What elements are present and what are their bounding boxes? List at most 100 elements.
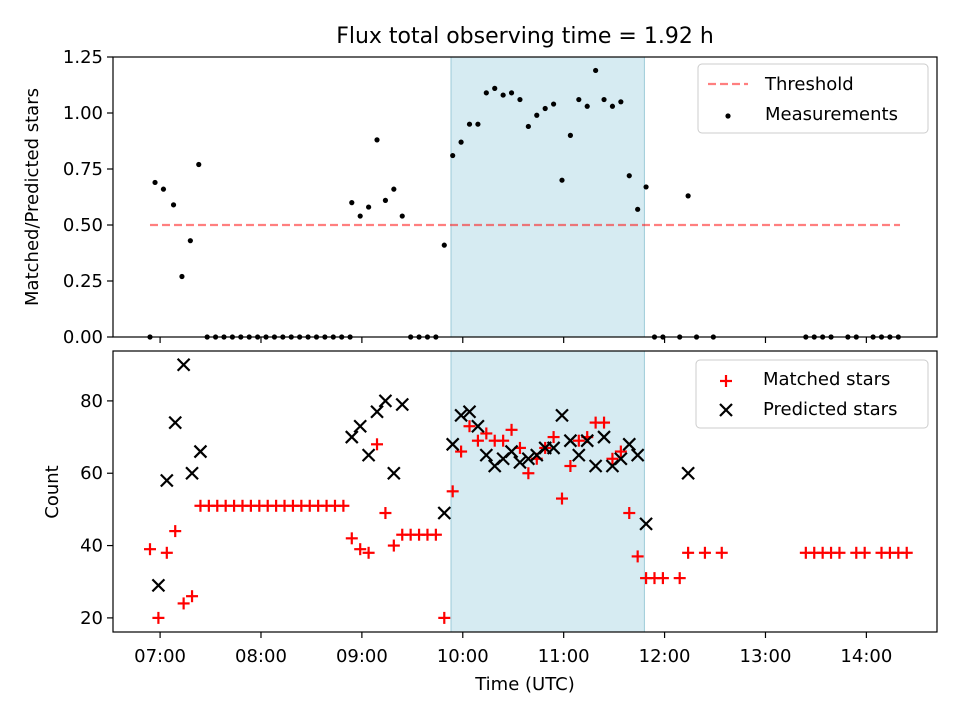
matched-star-point: [177, 597, 190, 610]
matched-star-point: [438, 611, 451, 624]
predicted-star-point: [395, 397, 410, 412]
top-y-tick-label: 0.00: [63, 327, 103, 348]
matched-star-point: [371, 438, 384, 451]
predicted-star-point: [681, 466, 695, 481]
matched-star-point: [698, 546, 711, 559]
measurement-point: [382, 197, 389, 203]
predicted-star-point: [353, 419, 367, 434]
matched-star-point: [547, 431, 560, 444]
top-y-tick-label: 1.25: [63, 47, 103, 68]
matched-star-point: [505, 423, 518, 436]
top-panel: 0.00 0.25 0.50 0.75 1.00 1.25 Matched/Predict…: [22, 47, 938, 348]
measurement-point: [550, 101, 557, 107]
measurement-point: [187, 238, 193, 244]
predicted-star-point: [521, 451, 536, 466]
measurement-point: [643, 184, 649, 190]
measurement-point: [542, 105, 548, 112]
measurement-point: [685, 193, 691, 199]
measurement-point: [525, 123, 531, 130]
matched-star-point: [160, 546, 173, 559]
predicted-star-point: [176, 357, 191, 372]
bottom-y-axis-label: Count: [42, 465, 63, 518]
x-tick-label: 11:00: [538, 646, 590, 667]
measurement-point: [609, 103, 616, 109]
matched-star-point: [572, 434, 585, 447]
measurement-point: [576, 96, 582, 103]
x-tick-label: 09:00: [336, 646, 388, 667]
x-tick-label: 08:00: [235, 646, 287, 667]
measurement-point: [441, 242, 447, 248]
predicted-star-point: [193, 444, 208, 459]
predicted-stars-series: [151, 357, 695, 593]
matched-star-point: [715, 546, 728, 559]
measurement-point: [584, 103, 590, 109]
matched-star-point: [463, 420, 476, 433]
matched-star-point: [631, 550, 644, 563]
x-axis-label: Time (UTC): [474, 674, 575, 695]
legend-measurements-swatch: [725, 113, 731, 119]
top-legend-box: [697, 63, 929, 134]
measurement-point: [450, 152, 456, 159]
predicted-star-point: [479, 448, 494, 462]
top-legend: Threshold Measurements: [697, 63, 929, 134]
bottom-y-axis: 20 40 60 80: [80, 391, 113, 629]
measurement-point: [399, 213, 405, 219]
matched-star-point: [362, 546, 375, 559]
top-y-axis: 0.00 0.25 0.50 0.75 1.00 1.25: [63, 47, 113, 348]
matched-star-point: [152, 611, 165, 624]
legend-matched-label: Matched stars: [763, 369, 890, 390]
top-x-axis-ticks: [159, 337, 867, 343]
predicted-star-point: [588, 459, 603, 473]
predicted-star-point: [471, 419, 485, 434]
x-tick-label: 07:00: [134, 646, 186, 667]
top-y-tick-label: 0.50: [63, 215, 103, 236]
predicted-star-point: [555, 408, 569, 423]
x-tick-label: 13:00: [740, 646, 792, 667]
matched-star-point: [497, 434, 510, 447]
chart-title: Flux total observing time = 1.92 h: [336, 24, 714, 49]
matched-star-point: [673, 572, 686, 585]
measurement-point: [160, 186, 167, 192]
predicted-star-point: [387, 466, 401, 481]
matched-star-point: [522, 467, 535, 480]
bottom-plot-frame: [112, 350, 938, 633]
matched-star-point: [555, 492, 568, 505]
predicted-star-point: [185, 466, 199, 481]
x-tick-label: 12:00: [639, 646, 691, 667]
measurement-point: [601, 96, 607, 103]
predicted-star-point: [378, 394, 393, 408]
matched-star-point: [900, 546, 913, 559]
measurement-point: [559, 177, 565, 183]
bottom-legend-box: [695, 359, 929, 429]
top-highlight-span: [450, 56, 645, 338]
measurement-point: [196, 161, 202, 168]
measurement-point: [458, 139, 464, 145]
x-tick-label: 14:00: [840, 646, 892, 667]
measurement-point: [483, 90, 489, 96]
predicted-star-point: [614, 451, 628, 466]
matched-star-point: [614, 445, 627, 458]
measurements-series: [147, 67, 901, 340]
matched-star-point: [337, 499, 350, 512]
measurement-point: [349, 200, 355, 206]
bottom-y-tick-label: 60: [80, 463, 103, 484]
predicted-star-point: [580, 433, 594, 448]
predicted-star-point: [639, 517, 653, 531]
measurement-point: [492, 85, 498, 91]
measurement-point: [626, 173, 632, 179]
matched-star-point: [564, 460, 577, 473]
matched-star-point: [429, 528, 442, 541]
matched-star-point: [623, 507, 636, 520]
matched-star-point: [446, 485, 459, 498]
bottom-highlight-span: [450, 350, 645, 633]
predicted-star-point: [546, 441, 561, 455]
top-y-tick-label: 0.25: [63, 271, 103, 292]
predicted-star-point: [168, 415, 182, 430]
legend-matched-swatch: [720, 375, 732, 387]
predicted-star-point: [361, 448, 376, 462]
matched-star-point: [471, 434, 484, 447]
matched-star-point: [606, 452, 619, 465]
measurement-point: [466, 121, 473, 127]
predicted-star-point: [445, 437, 460, 452]
measurement-point: [500, 92, 506, 98]
